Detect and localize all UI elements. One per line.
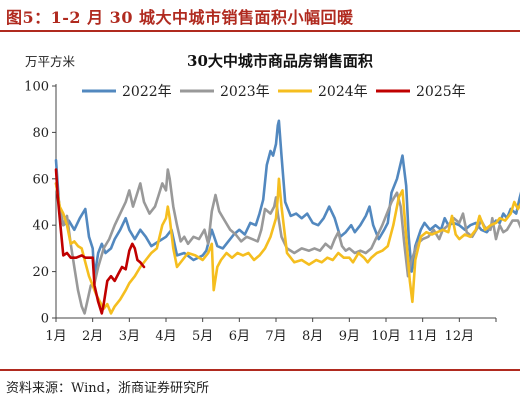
x-tick-label: 1月 xyxy=(45,329,66,344)
x-tick-label: 3月 xyxy=(119,329,140,344)
x-tick-label: 2月 xyxy=(82,329,103,344)
plot-area xyxy=(54,119,520,315)
y-tick-label: 60 xyxy=(32,172,49,187)
x-tick-label: 10月 xyxy=(371,329,401,344)
y-tick-label: 80 xyxy=(32,126,49,141)
x-tick-label: 8月 xyxy=(302,329,323,344)
series-line-2024年 xyxy=(54,177,520,315)
x-tick-label: 5月 xyxy=(192,329,213,344)
legend-label: 2025年 xyxy=(416,84,466,100)
axes: 0 20 40 60 80 100 1月 2月 3月 4月 5月 6月 7月 8月 9月 10月 11月 12月 xyxy=(24,80,497,344)
x-tick-label: 11月 xyxy=(408,329,438,344)
y-tick-label: 0 xyxy=(41,312,49,327)
top-rule xyxy=(0,30,520,32)
line-chart: 30大中城市商品房销售面积 万平方米 2022年 2023年 2024年 2025年 … xyxy=(24,52,520,344)
y-axis-label: 万平方米 xyxy=(25,54,76,69)
x-tick-label: 12月 xyxy=(445,329,475,344)
legend: 2022年 2023年 2024年 2025年 xyxy=(82,84,466,100)
source-note: 资料来源：Wind，浙商证券研究所 xyxy=(6,381,209,396)
y-tick-label: 40 xyxy=(32,219,49,234)
x-tick-label: 7月 xyxy=(265,329,286,344)
bottom-rule xyxy=(0,369,520,371)
x-tick-label: 4月 xyxy=(155,329,176,344)
series-line-2025年 xyxy=(54,168,146,315)
series-line-2022年 xyxy=(54,119,520,278)
x-tick-label: 9月 xyxy=(339,329,360,344)
figure-caption: 图5：1-2 月 30 城大中城市销售面积小幅回暖 xyxy=(6,8,354,27)
legend-label: 2023年 xyxy=(220,84,270,100)
legend-label: 2024年 xyxy=(318,84,368,100)
legend-label: 2022年 xyxy=(122,84,172,100)
chart-title: 30大中城市商品房销售面积 xyxy=(187,52,373,70)
y-tick-label: 100 xyxy=(24,80,49,95)
y-tick-label: 20 xyxy=(32,265,49,280)
x-tick-label: 6月 xyxy=(229,329,250,344)
